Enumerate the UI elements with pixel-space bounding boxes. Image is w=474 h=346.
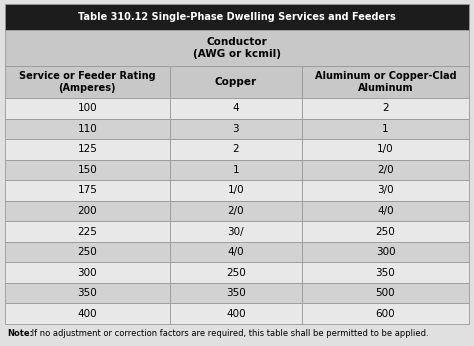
Text: 2/0: 2/0 xyxy=(377,165,394,175)
Bar xyxy=(302,160,469,180)
Bar xyxy=(5,201,170,221)
Bar xyxy=(5,66,170,98)
Bar xyxy=(302,242,469,262)
Text: 110: 110 xyxy=(77,124,97,134)
Text: 350: 350 xyxy=(375,268,395,277)
Text: 350: 350 xyxy=(77,288,97,298)
Bar xyxy=(302,66,469,98)
Text: 30/: 30/ xyxy=(228,227,244,237)
Text: Conductor
(AWG or kcmil): Conductor (AWG or kcmil) xyxy=(193,37,281,59)
Text: 1: 1 xyxy=(382,124,389,134)
Text: 125: 125 xyxy=(77,144,97,154)
Text: Note:: Note: xyxy=(7,328,33,337)
Bar xyxy=(170,201,302,221)
Text: Service or Feeder Rating
(Amperes): Service or Feeder Rating (Amperes) xyxy=(19,71,155,93)
Bar xyxy=(302,201,469,221)
Text: 200: 200 xyxy=(78,206,97,216)
Text: 300: 300 xyxy=(376,247,395,257)
Bar xyxy=(5,160,170,180)
Text: 350: 350 xyxy=(226,288,246,298)
Bar xyxy=(302,139,469,160)
Bar xyxy=(302,303,469,324)
Text: 3: 3 xyxy=(233,124,239,134)
Text: 300: 300 xyxy=(78,268,97,277)
Bar xyxy=(5,98,170,119)
Text: If no adjustment or correction factors are required, this table shall be permitt: If no adjustment or correction factors a… xyxy=(29,328,428,337)
Bar xyxy=(170,139,302,160)
Text: 4: 4 xyxy=(233,103,239,113)
Text: 2/0: 2/0 xyxy=(228,206,244,216)
Bar xyxy=(170,66,302,98)
Bar xyxy=(170,262,302,283)
Bar xyxy=(5,4,469,30)
Text: 400: 400 xyxy=(226,309,246,319)
Bar xyxy=(302,119,469,139)
Bar xyxy=(170,98,302,119)
Bar xyxy=(170,160,302,180)
Text: 4/0: 4/0 xyxy=(377,206,394,216)
Bar xyxy=(5,303,170,324)
Text: 2: 2 xyxy=(382,103,389,113)
Text: 250: 250 xyxy=(226,268,246,277)
Text: 600: 600 xyxy=(376,309,395,319)
Bar xyxy=(5,139,170,160)
Text: 100: 100 xyxy=(78,103,97,113)
Text: 225: 225 xyxy=(77,227,97,237)
Bar xyxy=(170,242,302,262)
Text: Copper: Copper xyxy=(215,77,257,87)
Text: 150: 150 xyxy=(77,165,97,175)
Bar xyxy=(170,119,302,139)
Text: 1/0: 1/0 xyxy=(377,144,394,154)
Text: 250: 250 xyxy=(375,227,395,237)
Bar xyxy=(302,180,469,201)
Text: 4/0: 4/0 xyxy=(228,247,244,257)
Bar xyxy=(5,262,170,283)
Text: 3/0: 3/0 xyxy=(377,185,394,195)
Text: 400: 400 xyxy=(78,309,97,319)
Text: 500: 500 xyxy=(376,288,395,298)
Text: 1: 1 xyxy=(233,165,239,175)
Bar xyxy=(302,98,469,119)
Text: 175: 175 xyxy=(77,185,97,195)
Text: Table 310.12 Single-Phase Dwelling Services and Feeders: Table 310.12 Single-Phase Dwelling Servi… xyxy=(78,12,396,22)
Text: 1/0: 1/0 xyxy=(228,185,244,195)
Bar xyxy=(170,180,302,201)
Bar xyxy=(5,30,469,66)
Bar xyxy=(5,180,170,201)
Text: 250: 250 xyxy=(77,247,97,257)
Bar xyxy=(302,221,469,242)
Bar xyxy=(302,283,469,303)
Text: 2: 2 xyxy=(233,144,239,154)
Bar xyxy=(170,283,302,303)
Bar xyxy=(5,221,170,242)
Bar xyxy=(5,119,170,139)
Bar xyxy=(5,283,170,303)
Bar xyxy=(5,242,170,262)
Text: Aluminum or Copper-Clad
Aluminum: Aluminum or Copper-Clad Aluminum xyxy=(315,71,456,93)
Bar xyxy=(170,303,302,324)
Bar xyxy=(170,221,302,242)
Bar xyxy=(302,262,469,283)
